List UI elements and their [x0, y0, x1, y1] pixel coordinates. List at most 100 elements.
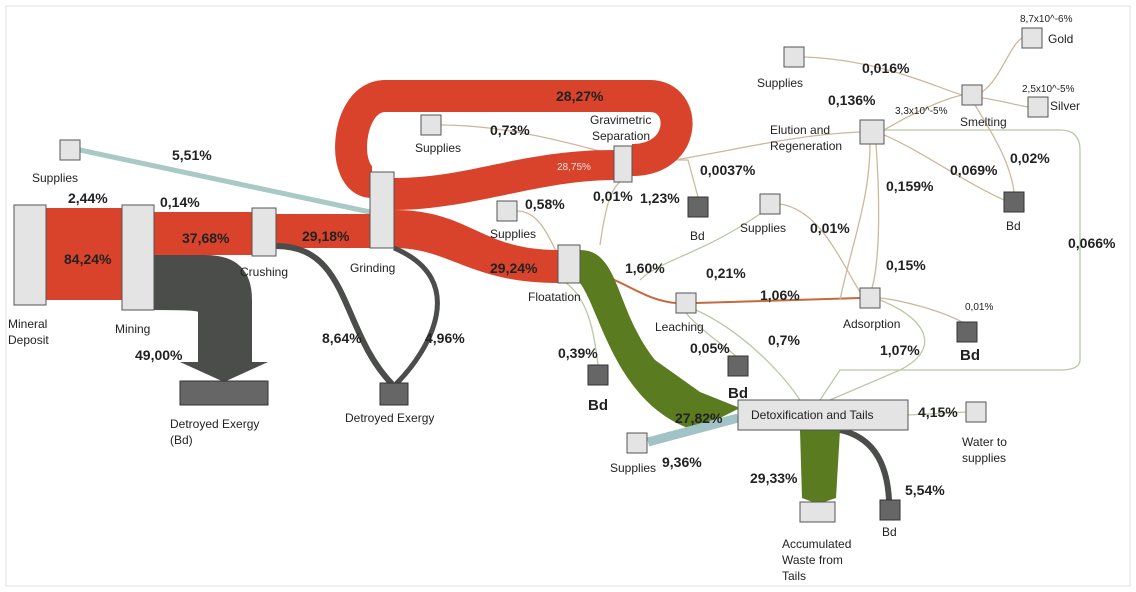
bd-box — [727, 355, 749, 377]
flow-label: 8,64% — [322, 330, 362, 346]
flow — [275, 243, 395, 387]
flow-label: 0,066% — [1068, 235, 1116, 251]
flow-label: 0,01% — [810, 220, 850, 236]
node-label: Detroyed Exergy — [170, 417, 259, 431]
flow-line — [779, 203, 861, 293]
flow — [79, 147, 371, 215]
bd-box — [587, 364, 609, 386]
flow — [154, 255, 268, 382]
node-label: Waste from — [782, 553, 843, 567]
flow-line — [839, 143, 871, 301]
flow-label: 0,016% — [862, 60, 910, 76]
flow — [580, 250, 740, 428]
flow-label: 37,68% — [182, 230, 230, 246]
thin-flows — [440, 37, 1081, 416]
flow-label: 49,00% — [135, 347, 183, 363]
flow-label: 0,39% — [558, 345, 598, 361]
node-box — [251, 207, 277, 257]
supplies-box — [626, 432, 648, 454]
bd-label: Bd — [1006, 219, 1021, 233]
node-label: Tails — [782, 569, 806, 583]
flow-label: 0,58% — [525, 196, 565, 212]
supplies-box — [759, 193, 781, 215]
flow-label: 1,60% — [625, 260, 665, 276]
bd-box — [379, 382, 409, 406]
node-label: Leaching — [655, 320, 704, 334]
flow-line — [695, 297, 861, 304]
flow-line — [565, 282, 599, 366]
flow — [394, 150, 614, 210]
supplies-box — [420, 114, 442, 136]
node-box — [859, 287, 881, 309]
flow-label: 29,24% — [490, 260, 538, 276]
flow-line — [685, 312, 739, 359]
node-label: Deposit — [8, 333, 49, 347]
supplies-label: Supplies — [415, 141, 461, 155]
node-box — [13, 204, 47, 306]
flow-line — [695, 309, 801, 401]
supplies-label: Supplies — [757, 76, 803, 90]
node-label: Elution and — [770, 123, 830, 137]
bd-label: Bd — [882, 525, 897, 539]
flow — [646, 413, 740, 447]
supplies-box — [496, 200, 518, 222]
node-box — [737, 399, 909, 431]
flow-label: 84,24% — [64, 251, 112, 267]
flow-line — [803, 56, 963, 96]
nodes — [13, 27, 1049, 523]
flow-line — [981, 37, 1023, 93]
flow — [800, 430, 840, 504]
flow-label: 5,54% — [905, 482, 945, 498]
bd-box — [179, 380, 269, 406]
bd-label: Bd — [690, 229, 705, 243]
flow — [394, 210, 558, 283]
flow-line — [974, 104, 1015, 193]
node-box — [961, 84, 983, 106]
node-label: (Bd) — [170, 433, 193, 447]
flow-line — [907, 411, 967, 416]
bd-box — [879, 499, 901, 521]
flow-line — [639, 213, 761, 281]
node-label: Gravimetric — [590, 113, 651, 127]
flow-label: 0,01% — [965, 302, 993, 313]
frame — [5, 5, 1131, 587]
flow-line — [871, 143, 880, 289]
flow-line — [883, 134, 1005, 201]
flow-label: 28,27% — [556, 88, 604, 104]
node-label: Water to — [962, 435, 1007, 449]
flow — [839, 427, 892, 501]
flow-label: 8,7x10^-6% — [1020, 14, 1073, 25]
supplies-label: Supplies — [610, 461, 656, 475]
node-label: Regeneration — [770, 139, 842, 153]
node-box — [859, 119, 885, 145]
node-box — [369, 171, 395, 249]
flow-label: 5,51% — [172, 147, 212, 163]
node-label: Floatation — [528, 290, 581, 304]
node-box — [965, 401, 987, 423]
node-box — [613, 145, 633, 183]
flow-label: 29,18% — [302, 228, 350, 244]
bd-box — [1003, 191, 1025, 213]
flow-label: 0,05% — [690, 340, 730, 356]
node-label: Detroyed Exergy — [345, 411, 434, 425]
supplies-box — [59, 139, 81, 161]
node-label: Separation — [592, 129, 650, 143]
flow-line — [883, 94, 963, 131]
node-label: Accumulated — [782, 537, 851, 551]
flow-label: 0,02% — [1010, 150, 1050, 166]
flow-label: 0,136% — [828, 92, 876, 108]
bd-box — [956, 321, 978, 343]
flow-line — [981, 97, 1029, 108]
flow-label: 0,14% — [160, 194, 200, 210]
node-label: Mining — [115, 322, 150, 336]
node-box — [1027, 96, 1049, 118]
flow-label: 1,23% — [640, 190, 680, 206]
node-label: Silver — [1050, 99, 1080, 113]
supplies-box — [783, 46, 805, 68]
supplies-label: Supplies — [490, 227, 536, 241]
flow-label: 29,33% — [750, 470, 798, 486]
node-box — [675, 292, 697, 314]
flow-label: 0,7% — [768, 332, 800, 348]
flow-label: 4,15% — [918, 404, 958, 420]
flow-line — [440, 124, 615, 156]
